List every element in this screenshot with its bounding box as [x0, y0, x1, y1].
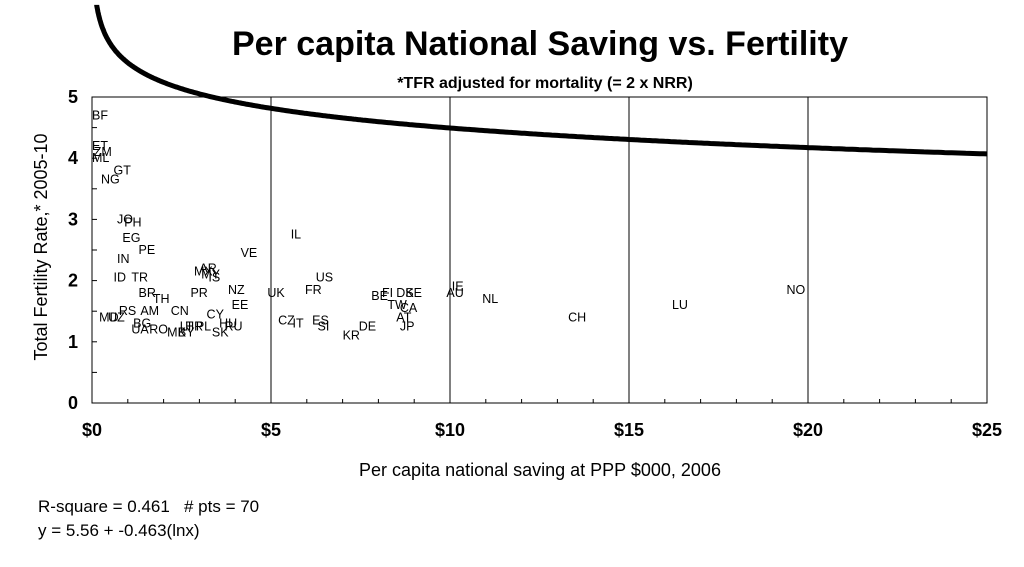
data-point-il: IL: [291, 228, 301, 242]
y-tick-label: 0: [68, 393, 78, 413]
data-point-my: MY: [201, 267, 220, 281]
data-point-ru: RU: [224, 320, 242, 334]
x-axis-label: Per capita national saving at PPP $000, …: [359, 460, 721, 480]
data-point-ve: VE: [241, 246, 258, 260]
data-point-id: ID: [113, 271, 126, 285]
data-point-in: IN: [117, 252, 130, 266]
data-point-nz: NZ: [228, 283, 245, 297]
data-point-am: AM: [140, 304, 159, 318]
data-point-cz: CZ: [278, 313, 295, 327]
data-point-jo: JO: [117, 212, 133, 226]
y-tick-label: 2: [68, 271, 78, 291]
data-point-at: AT: [396, 310, 411, 324]
data-point-no: NO: [787, 283, 806, 297]
data-point-mx: MX: [194, 264, 213, 278]
data-point-hr: HR: [185, 320, 203, 334]
data-point-zm: ZM: [94, 145, 112, 159]
data-point-ua: UA: [131, 323, 149, 337]
data-point-mk: MK: [167, 326, 186, 340]
data-point-ch: CH: [568, 310, 586, 324]
data-point-fr: FR: [305, 283, 322, 297]
data-point-gt: GT: [113, 163, 131, 177]
data-point-es: ES: [312, 313, 329, 327]
data-point-cy: CY: [207, 307, 225, 321]
data-point-rs: RS: [119, 304, 136, 318]
data-point-pe: PE: [139, 243, 156, 257]
data-point-kr: KR: [343, 329, 360, 343]
x-tick-label: $20: [793, 420, 823, 440]
data-point-eg: EG: [122, 231, 140, 245]
data-point-fi: FI: [382, 286, 393, 300]
data-point-ca: CA: [400, 301, 418, 315]
x-tick-label: $0: [82, 420, 102, 440]
data-point-ie: IE: [452, 280, 464, 294]
chart-title: Per capita National Saving vs. Fertility: [232, 25, 848, 63]
data-point-dk: DK: [396, 286, 414, 300]
y-tick-label: 5: [68, 87, 78, 107]
data-point-pl: PL: [196, 320, 211, 334]
data-point-it: IT: [292, 316, 303, 330]
data-point-lt: LT: [180, 320, 194, 334]
y-tick-label: 4: [68, 148, 78, 168]
y-axis-label: Total Fertility Rate,* 2005-10: [31, 133, 51, 360]
data-point-ro: RO: [149, 323, 168, 337]
data-point-tw: TW: [387, 298, 407, 312]
data-point-tr: TR: [131, 271, 148, 285]
data-point-md: MD: [99, 310, 118, 324]
chart-subtitle: *TFR adjusted for mortality (= 2 x NRR): [397, 75, 693, 92]
data-point-lu: LU: [672, 298, 688, 312]
x-tick-label: $5: [261, 420, 281, 440]
data-point-au: AU: [446, 286, 463, 300]
y-tick-label: 3: [68, 209, 78, 229]
data-point-ph: PH: [124, 215, 141, 229]
plot-border: [91, 96, 988, 404]
data-point-de: DE: [359, 320, 376, 334]
data-point-us: US: [316, 271, 333, 285]
data-point-bg: BG: [133, 316, 151, 330]
x-tick-label: $10: [435, 420, 465, 440]
data-point-si: SI: [318, 320, 330, 334]
data-point-ml: ML: [92, 151, 109, 165]
data-point-is: IS: [208, 271, 220, 285]
data-point-bf: BF: [92, 108, 108, 122]
trendline: [94, 2, 988, 157]
data-point-nl: NL: [482, 292, 498, 306]
data-point-ee: EE: [232, 298, 249, 312]
data-point-jp: JP: [400, 320, 415, 334]
data-point-ng: NG: [101, 173, 120, 187]
data-point-br: BR: [139, 286, 156, 300]
data-point-ar: AR: [199, 261, 216, 275]
r-square-stat: R-square = 0.461 # pts = 70: [38, 497, 260, 516]
x-tick-label: $15: [614, 420, 644, 440]
data-point-be: BE: [371, 289, 388, 303]
regression-equation: y = 5.56 + -0.463(lnx): [38, 521, 200, 540]
data-point-th: TH: [153, 292, 170, 306]
data-point-sk: SK: [212, 326, 229, 340]
data-point-by: BY: [178, 326, 195, 340]
data-point-uz: UZ: [108, 310, 125, 324]
data-point-cn: CN: [171, 304, 189, 318]
data-point-pr: PR: [190, 286, 207, 300]
y-tick-label: 1: [68, 332, 78, 352]
data-point-se: SE: [405, 286, 422, 300]
x-tick-label: $25: [972, 420, 1002, 440]
data-point-hu: HU: [219, 316, 237, 330]
data-point-uk: UK: [267, 286, 285, 300]
data-point-et: ET: [92, 139, 108, 153]
